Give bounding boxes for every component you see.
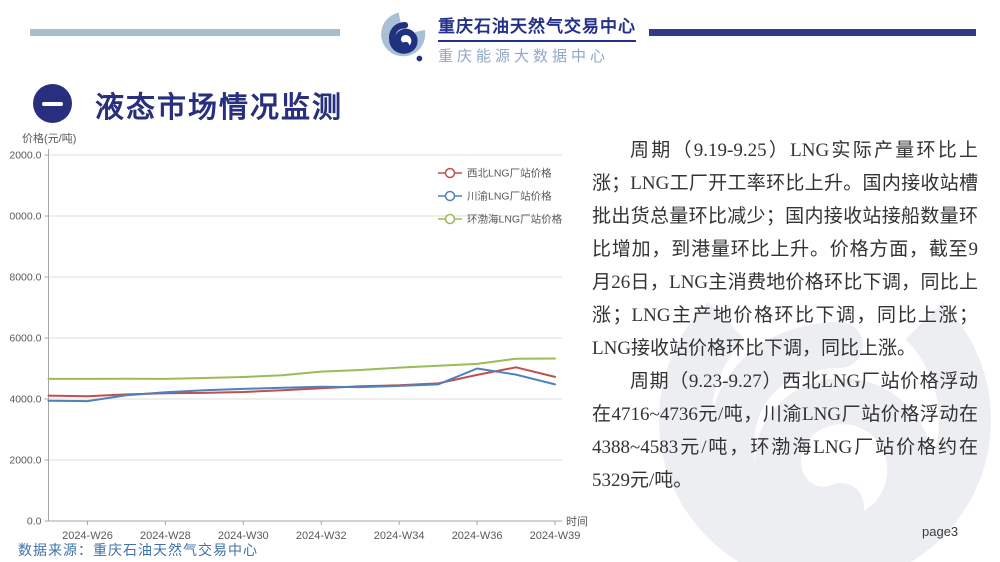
- legend-label: 西北LNG厂站价格: [467, 167, 552, 180]
- series-line-2: [47, 357, 556, 380]
- legend-marker-circle: [444, 213, 456, 225]
- x-axis-title: 时间: [566, 515, 588, 528]
- org-name-primary: 重庆石油天然气交易中心: [438, 12, 636, 42]
- x-tick-label: 2024-W26: [62, 530, 113, 542]
- page-number: page3: [922, 524, 959, 539]
- y-tick-label: 6000.0: [10, 333, 42, 345]
- section-index-badge: [33, 84, 72, 123]
- legend-label: 环渤海LNG厂站价格: [467, 213, 563, 226]
- y-axis-title: 价格(元/吨): [22, 131, 76, 145]
- y-tick-label: 4000.0: [10, 394, 42, 406]
- lng-price-chart: 0.0 2000.0 4000.0 6000.0 8000.0 10000.0 12000.…: [4, 128, 595, 548]
- org-name-secondary: 重庆能源大数据中心: [438, 48, 610, 65]
- analysis-paragraph-1: 周期（9.19-9.25）LNG实际产量环比上涨；LNG工厂开工率环比上升。国内…: [592, 140, 978, 359]
- org-logo-icon: [381, 12, 426, 62]
- series-line-0: [47, 366, 556, 398]
- x-tick-label: 2024-W34: [374, 530, 425, 542]
- header-left-bar: [30, 29, 340, 36]
- lng-price-chart-svg: 0.0 2000.0 4000.0 6000.0 8000.0 10000.0 12000.…: [4, 131, 588, 542]
- y-tick-label: 2000.0: [10, 455, 42, 467]
- legend-label: 川渝LNG厂站价格: [467, 190, 552, 203]
- x-tick-label: 2024-W36: [452, 530, 503, 542]
- x-tick-label: 2024-W32: [296, 530, 347, 542]
- x-tick-label: 2024-W28: [140, 530, 191, 542]
- watermark-logo-icon: [659, 253, 991, 562]
- y-tick-label: 10000.0: [10, 211, 42, 223]
- analysis-text: 周期（9.19-9.25）LNG实际产量环比上涨；LNG工厂开工率环比上升。国内…: [592, 134, 978, 497]
- section-index-dash-icon: [42, 101, 63, 106]
- y-tick-label: 12000.0: [10, 150, 42, 162]
- x-tick-label: 2024-W30: [218, 530, 269, 542]
- x-tick-label: 2024-W39: [530, 530, 581, 542]
- page-title: 液态市场情况监测: [95, 92, 344, 124]
- series-line-1: [47, 367, 556, 403]
- legend-marker-circle: [444, 167, 456, 179]
- analysis-paragraph-2: 周期（9.23-9.27）西北LNG厂站价格浮动在4716~4736元/吨，川渝…: [592, 371, 978, 491]
- y-tick-label: 8000.0: [10, 272, 42, 284]
- y-tick-label: 0.0: [27, 516, 42, 528]
- data-source-note: 数据来源：重庆石油天然气交易中心: [18, 544, 258, 559]
- org-names: 重庆石油天然气交易中心 重庆能源大数据中心: [438, 12, 636, 66]
- header-right-bar: [649, 29, 976, 36]
- legend-marker-circle: [444, 190, 456, 202]
